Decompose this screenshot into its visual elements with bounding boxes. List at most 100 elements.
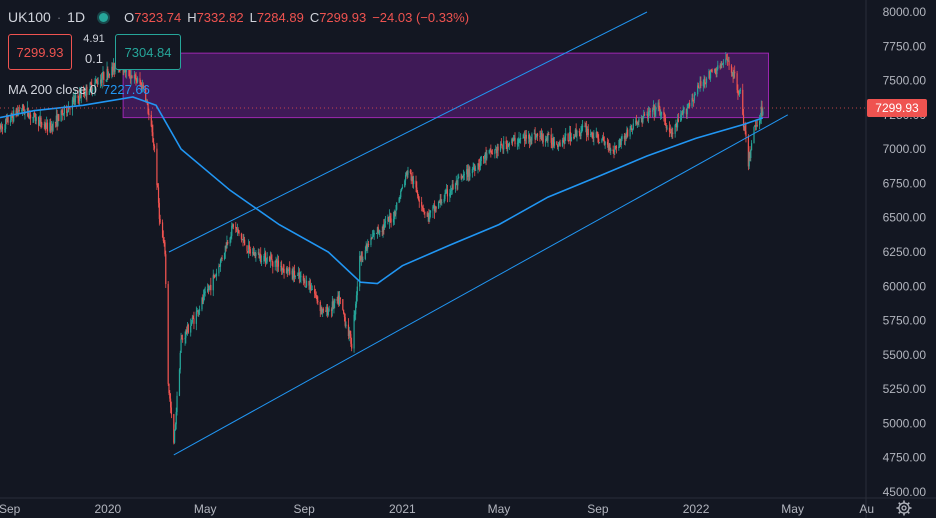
symbol-name[interactable]: UK100: [8, 9, 51, 25]
candle-body: [513, 137, 515, 139]
candle-body: [168, 383, 170, 394]
candle-body: [586, 128, 589, 136]
x-tick-label: May: [488, 502, 511, 516]
candle-body: [705, 82, 707, 84]
candle-body: [471, 168, 473, 174]
candle-body: [304, 279, 306, 287]
candle-body: [535, 136, 537, 140]
candle-body: [351, 343, 353, 349]
candle-body: [207, 289, 210, 290]
candle-body: [299, 277, 301, 279]
candle-body: [421, 201, 423, 207]
candle-body: [602, 136, 605, 141]
candle-body: [479, 165, 481, 167]
candle-body: [415, 180, 417, 188]
candle-body: [725, 58, 727, 63]
high-label: H: [187, 9, 197, 25]
candle-body: [699, 81, 701, 89]
candle-body: [238, 230, 240, 234]
candle-body: [534, 133, 536, 140]
candle-body: [525, 134, 527, 139]
candle-body: [747, 136, 749, 167]
timeframe-label[interactable]: 1D: [67, 9, 86, 25]
candle-body: [466, 169, 469, 178]
candle-body: [271, 259, 273, 262]
candle-body: [693, 94, 696, 101]
candle-body: [297, 275, 299, 277]
candle-body: [469, 173, 471, 177]
gear-icon[interactable]: [896, 500, 912, 516]
candle-body: [745, 131, 747, 137]
candle-body: [446, 189, 449, 197]
candle-body: [141, 84, 144, 89]
candle-body: [142, 84, 144, 89]
candle-body: [626, 129, 628, 137]
candle-body: [666, 127, 668, 129]
candle-body: [466, 169, 468, 175]
y-tick-label: 5500.00: [883, 348, 927, 362]
candle-body: [289, 267, 291, 275]
candle-body: [474, 169, 477, 171]
high-value: 7332.82: [196, 9, 244, 25]
candle-body: [528, 134, 531, 142]
candle-body: [477, 163, 479, 170]
candle-body: [749, 152, 751, 158]
candle-body: [209, 285, 211, 287]
candle-body: [338, 297, 341, 305]
candle-body: [446, 189, 448, 191]
candle-body: [598, 138, 600, 143]
candle-body: [17, 110, 20, 112]
x-tick-label: Sep: [293, 502, 315, 516]
candle-body: [437, 202, 440, 209]
buy-button[interactable]: 7304.84: [115, 34, 181, 70]
candle-body: [676, 123, 678, 128]
candle-body: [748, 152, 750, 167]
candle-body: [615, 146, 618, 149]
candle-body: [207, 289, 209, 292]
candle-body: [591, 132, 593, 136]
candle-body: [212, 275, 214, 291]
candle-body: [570, 137, 572, 142]
candle-body: [67, 107, 69, 112]
candle-body: [553, 138, 555, 146]
candle-body: [243, 239, 245, 241]
candle-body: [114, 68, 116, 72]
sell-button[interactable]: 7299.93: [8, 34, 72, 70]
candle-body: [314, 293, 317, 295]
candle-body: [158, 202, 160, 219]
candle-body: [720, 64, 722, 69]
candle-body: [484, 152, 486, 159]
candle-body: [112, 63, 115, 71]
candle-body: [176, 395, 178, 412]
candle-body: [614, 145, 617, 147]
candle-body: [553, 141, 556, 146]
candle-body: [384, 222, 386, 228]
candle-body: [201, 298, 203, 310]
candle-body: [66, 111, 69, 114]
candle-body: [413, 180, 415, 184]
candle-body: [91, 84, 93, 92]
candle-body: [365, 244, 367, 251]
candle-body: [693, 100, 695, 101]
candle-body: [620, 139, 622, 146]
candle-body: [173, 414, 175, 443]
candle-body: [376, 232, 378, 234]
candle-body: [547, 133, 549, 141]
candle-body: [322, 309, 324, 312]
candle-body: [255, 252, 257, 257]
candle-body: [276, 260, 278, 267]
candle-body: [145, 100, 148, 102]
candle-body: [371, 236, 374, 239]
candle-body: [235, 226, 237, 228]
candle-body: [191, 317, 193, 323]
candle-body: [613, 150, 615, 152]
ma-legend[interactable]: MA 200 close 0 7227.66: [8, 82, 150, 97]
candle-body: [404, 175, 407, 181]
candle-body: [326, 306, 329, 315]
candle-body: [156, 148, 158, 186]
candle-body: [631, 128, 633, 130]
candle-body: [726, 58, 728, 60]
candle-body: [174, 429, 176, 443]
candle-body: [660, 114, 662, 116]
